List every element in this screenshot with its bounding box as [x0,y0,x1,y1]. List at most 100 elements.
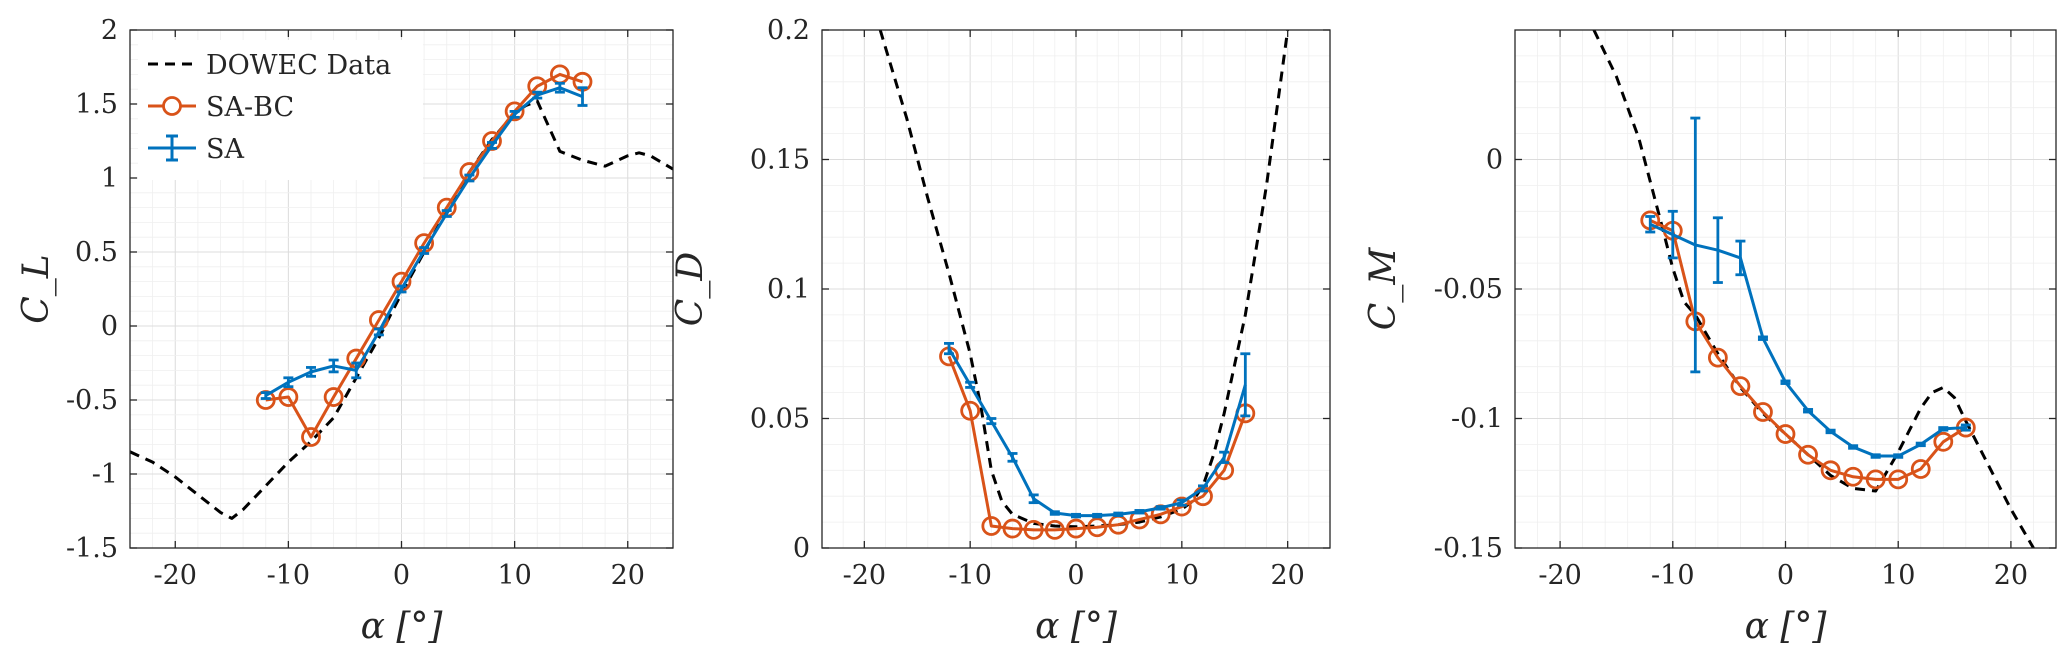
cm-y-tick-label: 0 [1486,145,1503,176]
cl-sa-bc-point [278,387,299,407]
cl-sa-errorbar [532,90,543,100]
cd-plot-area [878,30,1290,540]
cm-x-tick-label: -20 [1538,560,1581,591]
cd-dowec-line [878,30,1290,529]
cm-sa-bc-point [1843,466,1864,487]
cm-x-tick-label: 20 [1994,560,2028,591]
cd-sa-bc-point [1002,518,1023,539]
cm-sa-bc-point [1730,376,1751,397]
cd-sa-errorbar [965,380,976,389]
cm-sa-bc-point [1707,347,1728,368]
cl-sa-errorbar [577,86,588,107]
cm-sa-errorbar [1848,444,1859,450]
cm-sa-errorbar [1667,209,1678,260]
cd-y-tick-label: 0 [793,533,810,564]
cd-sa-errorbar [1049,510,1060,516]
cl-sa-bc-point [504,101,525,122]
cd-sa-errorbar [1198,484,1208,493]
cd-panel: -20 -10 0 10 20 0 0.05 0.1 0.15 0.2 α [°] C_D [670,15,1331,647]
cl-tick-labels: -20 -10 0 10 20 -1.5 -1 -0.5 0 0.5 1 1.5 2 [66,15,673,591]
legend-sa-bc-label: SA-BC [206,92,294,123]
cl-y-tick-label: 0.5 [75,237,118,268]
cl-sa-errorbar [283,376,294,389]
cl-y-axis-label: C_L [16,254,57,323]
cd-x-tick-label: 20 [1270,560,1304,591]
cm-sa-errorbar [1915,441,1926,448]
cd-tick-labels: -20 -10 0 10 20 0 0.05 0.1 0.15 0.2 [750,15,1330,591]
cl-x-tick-label: -10 [267,560,310,591]
cl-sa-errorbar [328,358,339,374]
cm-sa-bc-point [1775,424,1796,444]
cm-sa-bc-point [1888,469,1909,490]
cd-sa-errorbar [1113,511,1124,518]
cl-y-tick-label: 0 [101,311,118,342]
cm-sa-bc-point [1753,402,1773,422]
cd-sa-bc-point [1087,517,1108,538]
cm-sa-errorbar [1893,453,1904,459]
cm-sa-errorbar [1690,116,1701,374]
cd-y-tick-label: 0.05 [750,404,810,435]
cd-y-axis-label: C_D [670,252,711,327]
cd-y-tick-label: 0.15 [750,145,810,176]
cm-sa-bc-point [1865,469,1886,490]
cd-sa-errorbar [1240,352,1251,418]
cm-y-tick-label: -0.1 [1451,404,1503,435]
cm-sa-errorbar [1735,239,1746,277]
cm-tick-labels: -20 -10 0 10 20 -0.15 -0.1 -0.05 0 [1434,30,2056,591]
cd-sa-errorbar [1092,512,1103,519]
cd-sa-bc-point [1044,519,1065,540]
cl-y-tick-label: -1.5 [66,533,118,564]
cm-sa-errorbar [1825,428,1836,435]
cl-panel: -20 -10 0 10 20 -1.5 -1 -0.5 0 0.5 1 1.5 2 α [°] C_L… [16,15,674,647]
cl-sa-errorbar [487,141,497,150]
cd-sa-errorbar [986,417,997,426]
legend-dowec-label: DOWEC Data [206,50,391,81]
cm-y-tick-label: -0.15 [1434,533,1503,564]
cm-sa-errorbar [1870,453,1881,459]
cl-x-tick-label: 20 [611,560,645,591]
cl-y-tick-label: -1 [92,459,118,490]
cm-sa-errorbar [1803,408,1814,414]
cm-sa-errorbar [1960,423,1971,432]
cm-x-axis-label: α [°] [1745,606,1828,647]
cd-sa-bc-point [960,400,981,421]
cm-x-tick-label: 10 [1881,560,1915,591]
cl-sa-bc-point [323,387,344,407]
cl-dowec-line [130,99,673,520]
cm-sa-bc-point [1910,459,1931,479]
cl-sa-errorbar [306,366,316,378]
cd-y-tick-label: 0.1 [767,274,810,305]
cm-dowec-line [1592,30,2035,548]
cl-sa-errorbar [509,110,520,119]
cl-sa-errorbar [464,173,475,183]
cm-sa-errorbar [1938,426,1949,432]
cm-y-axis-label: C_M [1363,247,1404,331]
cm-x-tick-label: 0 [1777,560,1794,591]
cd-y-tick-label: 0.2 [767,15,810,46]
cd-sa-errorbar [1071,512,1081,519]
cd-x-tick-label: 10 [1165,560,1199,591]
cm-sa-bc-point [1933,431,1954,452]
cl-sa-bc-point [301,427,321,447]
cm-sa-errorbar [1645,215,1656,234]
cd-sa-bc-point [1023,519,1044,540]
cd-x-tick-label: -20 [843,560,886,591]
cd-sa-errorbar [1007,452,1018,463]
cm-plot-area [1592,30,2035,548]
cl-y-tick-label: 2 [101,15,118,46]
cl-sa-bc-line [265,72,583,439]
cl-x-tick-label: -20 [154,560,197,591]
cl-x-tick-label: 10 [497,560,531,591]
cl-x-axis-label: α [°] [361,606,444,647]
legend-sa-label: SA [206,134,244,165]
cl-sa-errorbar [260,391,271,400]
cd-sa-errorbar [944,341,954,356]
cl-y-tick-label: -0.5 [66,385,118,416]
cd-x-tick-label: 0 [1067,560,1084,591]
cd-sa-errorbar [1028,493,1039,505]
cl-sa-errorbar [419,246,430,255]
cl-sa-errorbar [351,361,362,380]
cd-x-tick-label: -10 [948,560,991,591]
cd-sa-errorbar [1176,498,1187,507]
